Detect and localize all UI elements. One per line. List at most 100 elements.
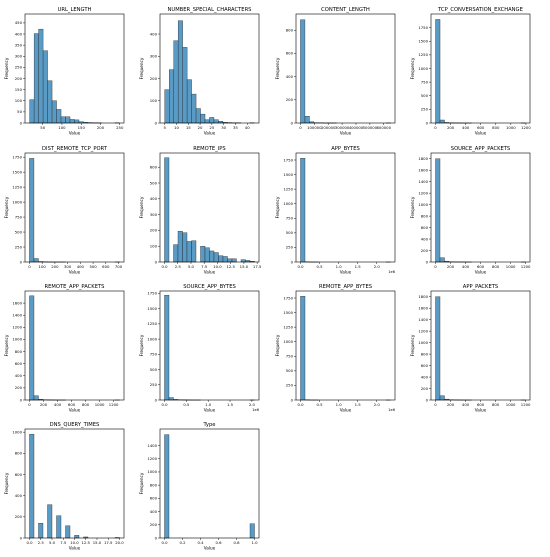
y-tick-label: 100	[15, 98, 23, 103]
histogram-bar	[209, 250, 215, 263]
y-tick-label: 0	[20, 397, 23, 402]
histogram-bar	[435, 296, 441, 401]
x-tick-label: 12.5	[226, 264, 235, 269]
y-tick-label: 500	[150, 367, 158, 372]
histogram-bar	[204, 247, 210, 263]
plot-area-frame	[24, 13, 125, 124]
y-tick-label: 800	[15, 451, 23, 456]
x-tick-label: 10	[174, 125, 179, 130]
y-tick-label: 500	[286, 230, 294, 235]
x-tick-label: 600000	[377, 125, 392, 130]
x-tick-label: 1000	[506, 402, 516, 407]
y-tick-label: 1200	[147, 456, 157, 461]
y-tick-label: 0	[426, 397, 429, 402]
y-tick-label: 400	[15, 373, 23, 378]
y-tick-label: 800	[421, 351, 429, 356]
y-tick-label: 1250	[418, 52, 428, 57]
plot-area-frame	[295, 290, 396, 401]
histogram-panel-4: 0 200 400 600 800 1000 1200 0 250 500 750 1000 1250 1…	[410, 7, 531, 136]
panel-title: SOURCE_APP_PACKETS	[451, 146, 510, 152]
x-tick-label: 0	[434, 402, 437, 407]
x-tick-label: 250	[116, 125, 124, 130]
histogram-bar	[231, 258, 237, 263]
histogram-bar	[173, 244, 179, 263]
y-axis-label: Frequency	[410, 196, 415, 218]
y-axis-label: Frequency	[139, 472, 144, 494]
panel-title: REMOTE_APP_PACKETS	[45, 284, 105, 290]
y-tick-label: 1500	[283, 172, 293, 177]
y-tick-label: 400	[286, 74, 294, 79]
x-tick-label: 7.5	[60, 540, 67, 545]
histogram-bar	[74, 535, 80, 539]
histogram-panel-5: 0 100 200 300 400 500 600 700 0 250 500 750 1000 1250…	[4, 146, 125, 275]
y-tick-label: 1500	[418, 39, 428, 44]
histogram-panel-8: 0 200 400 600 800 1000 1200 0 200 400 600 800 1000 12…	[410, 146, 531, 275]
y-tick-label: 800	[421, 213, 429, 218]
y-tick-label: 0	[291, 259, 294, 264]
y-tick-label: 300	[150, 54, 158, 59]
x-tick-label: 35	[233, 125, 238, 130]
histogram-bar	[182, 232, 188, 263]
x-tick-label: 0.0	[297, 402, 304, 407]
y-tick-label: 1400	[12, 313, 22, 318]
x-tick-label: 2.0	[374, 264, 381, 269]
y-axis-label: Frequency	[139, 57, 144, 79]
x-axis-label: Value	[475, 270, 487, 275]
y-tick-label: 400	[150, 509, 158, 514]
x-tick-label: 40	[245, 125, 250, 130]
histogram-bar	[204, 119, 210, 124]
histogram-bar	[227, 258, 233, 263]
plot-area-frame	[295, 152, 396, 263]
histogram-panel-6: 0.0 2.5 5.0 7.5 10.0 12.5 15.0 17.5 0 100 200 300 40…	[139, 146, 262, 275]
y-tick-label: 800	[286, 28, 294, 33]
y-tick-label: 800	[15, 349, 23, 354]
histogram-bar	[169, 69, 174, 124]
y-tick-label: 50	[17, 109, 22, 114]
x-axis-label: Value	[204, 131, 216, 136]
histogram-bar	[29, 158, 35, 263]
y-tick-label: 1200	[418, 190, 428, 195]
histogram-panel-1: 50 100 150 200 250 0 50 100 150 200 250 300 350 400 45…	[4, 7, 125, 136]
x-tick-label: 2.5	[38, 540, 45, 545]
histogram-bar	[164, 157, 170, 263]
plot-area-frame	[24, 152, 125, 263]
x-tick-label: 300000	[335, 125, 350, 130]
y-tick-label: 1500	[12, 169, 22, 174]
y-tick-label: 1600	[418, 306, 428, 311]
x-tick-label: 17.5	[104, 540, 113, 545]
histogram-panel-3: 0 100000 200000 300000 400000 500000 600000 0 20…	[275, 7, 396, 136]
y-tick-label: 250	[15, 65, 23, 70]
x-tick-label: 800	[492, 125, 500, 130]
histogram-bar	[191, 240, 197, 263]
histogram-panel-13: 0.0 2.5 5.0 7.5 10.0 12.5 15.0 17.5 20.0 0 200 400 6…	[4, 422, 124, 551]
x-tick-label: 0.2	[179, 540, 186, 545]
histogram-bar	[164, 89, 170, 124]
panel-title: APP_PACKETS	[463, 284, 498, 290]
x-tick-label: 400	[54, 402, 62, 407]
y-tick-label: 200	[150, 76, 158, 81]
y-tick-label: 1250	[283, 186, 293, 191]
x-tick-label: 800	[492, 402, 500, 407]
y-tick-label: 800	[150, 482, 158, 487]
x-tick-label: 1.5	[355, 264, 362, 269]
histogram-bar	[435, 158, 441, 263]
y-tick-label: 1000	[12, 337, 22, 342]
y-tick-label: 350	[15, 42, 23, 47]
x-tick-label: 1000	[506, 264, 516, 269]
x-axis-label: Value	[340, 270, 352, 275]
x-axis-label: Value	[204, 270, 216, 275]
y-axis-label: Frequency	[139, 196, 144, 218]
histogram-bar	[439, 395, 445, 401]
histogram-bar	[38, 28, 44, 124]
histogram-bar	[173, 40, 179, 124]
plot-area-frame	[24, 290, 125, 401]
y-axis-label: Frequency	[275, 57, 280, 79]
y-tick-label: 1800	[418, 156, 428, 161]
y-tick-label: 1750	[283, 157, 293, 162]
x-tick-label: 1200	[521, 264, 531, 269]
x-tick-label: 20	[198, 125, 203, 130]
x-tick-label: 1.5	[227, 402, 234, 407]
x-tick-label: 25	[209, 125, 214, 130]
histogram-panel-2: 5 10 15 20 25 30 35 400100200300400NUMBER_SPECI…	[139, 7, 260, 136]
y-tick-label: 1000	[283, 201, 293, 206]
